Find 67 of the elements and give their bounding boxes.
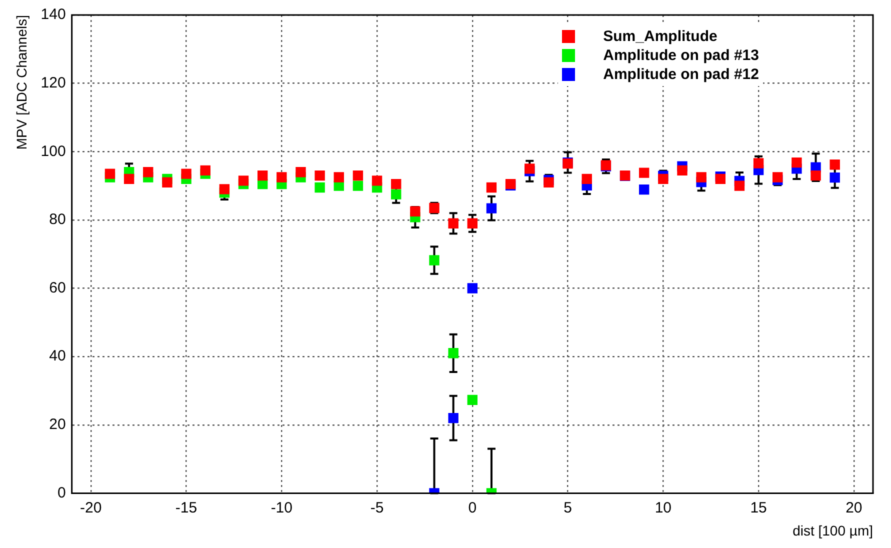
- x-tick-label: 20: [846, 499, 862, 516]
- y-tick-label: 80: [49, 211, 66, 228]
- point: [715, 174, 726, 184]
- x-tick-label: 5: [564, 499, 572, 516]
- point: [296, 167, 306, 178]
- point: [467, 218, 478, 228]
- point: [352, 170, 364, 181]
- point: [410, 206, 420, 216]
- legend-label: Amplitude on pad #13: [603, 46, 759, 65]
- point: [429, 255, 440, 266]
- point: [830, 160, 840, 170]
- y-tick-label: 140: [40, 6, 66, 24]
- point: [658, 174, 668, 184]
- point: [544, 177, 554, 188]
- point: [143, 167, 154, 178]
- point: [257, 170, 268, 181]
- point: [276, 172, 287, 182]
- point: [638, 184, 650, 195]
- point: [448, 412, 458, 424]
- point: [391, 178, 402, 190]
- x-tick-label: -15: [175, 499, 198, 516]
- point: [486, 203, 497, 214]
- point: [104, 168, 116, 179]
- point: [830, 172, 840, 183]
- y-tick-label: 0: [57, 484, 66, 502]
- point: [753, 158, 764, 168]
- point: [696, 172, 706, 182]
- point: [219, 184, 230, 194]
- legend-label: Amplitude on pad #12: [603, 65, 759, 84]
- y-tick-label: 20: [49, 416, 66, 434]
- point: [372, 176, 382, 186]
- point: [486, 182, 497, 193]
- point: [792, 157, 802, 168]
- point: [352, 180, 364, 191]
- y-tick-label: 60: [49, 279, 66, 296]
- point: [467, 283, 478, 294]
- point: [448, 218, 458, 228]
- x-tick-label: 15: [750, 499, 767, 516]
- point: [734, 180, 745, 191]
- point: [772, 172, 783, 182]
- point: [334, 172, 344, 182]
- point: [524, 164, 535, 174]
- x-tick-label: -20: [80, 499, 102, 516]
- point: [582, 174, 592, 184]
- point: [638, 168, 650, 178]
- y-tick-label: 100: [40, 142, 66, 160]
- point: [314, 182, 325, 193]
- point: [181, 168, 192, 179]
- point: [810, 170, 821, 181]
- point: [448, 348, 458, 358]
- legend-label: Sum_Amplitude: [603, 27, 718, 46]
- point: [314, 170, 325, 181]
- point: [238, 176, 249, 186]
- point: [200, 165, 210, 176]
- point: [467, 394, 478, 406]
- x-tick-label: -5: [370, 499, 384, 516]
- x-tick-label: 10: [654, 499, 672, 516]
- y-tick-label: 120: [40, 74, 66, 92]
- point: [162, 177, 172, 188]
- point: [391, 189, 402, 200]
- x-tick-label: -10: [270, 499, 292, 516]
- point: [124, 174, 134, 184]
- y-axis-title: MPV [ADC Channels]: [13, 15, 30, 150]
- y-tick-label: 40: [49, 348, 66, 365]
- point: [677, 165, 688, 176]
- x-axis-title: dist [100 µm]: [792, 522, 873, 538]
- x-tick-label: 0: [468, 499, 477, 516]
